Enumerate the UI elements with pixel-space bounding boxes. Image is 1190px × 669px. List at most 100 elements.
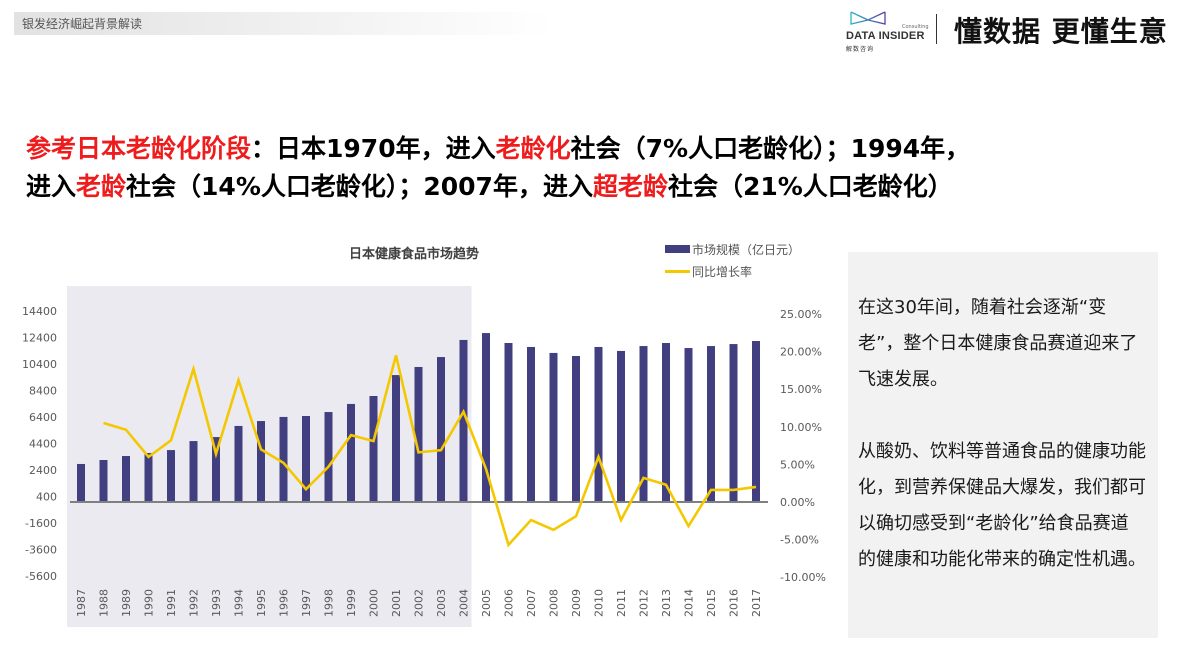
market-size-bar <box>99 459 108 502</box>
brand-divider <box>936 14 937 44</box>
x-axis-tick-label: 1991 <box>165 589 178 617</box>
headline-segment: 超老龄 <box>592 172 668 201</box>
bar-swatch-icon <box>665 245 690 253</box>
insight-panel: 在这30年间，随着社会逐渐“变老”，整个日本健康食品赛道迎来了飞速发展。 从酸奶… <box>848 252 1158 638</box>
market-size-bar <box>504 343 513 502</box>
y2-axis-tick-label: 0.00% <box>780 496 815 509</box>
x-axis-tick-label: 1998 <box>323 589 336 617</box>
section-title-bar: 银发经济崛起背景解读 <box>14 12 554 35</box>
market-size-bar <box>347 403 355 502</box>
market-trend-chart: 14400 12400 10400 8400 6400 4400 2400 400 -1600 -… <box>0 280 845 640</box>
market-size-bar <box>212 437 220 502</box>
headline-segment: 老龄 <box>76 172 127 201</box>
y2-axis-tick-label: -5.00% <box>780 534 819 547</box>
market-size-bar <box>752 341 760 502</box>
x-axis-tick-label: 2017 <box>750 589 763 617</box>
x-axis-tick-label: 2001 <box>390 589 403 617</box>
x-axis-tick-label: 2005 <box>480 589 493 617</box>
x-axis-tick-label: 2004 <box>458 589 471 617</box>
page-headline: 参考日本老龄化阶段：日本1970年，进入老龄化社会（7%人口老龄化）；1994年… <box>26 130 1176 206</box>
legend-label: 同比增长率 <box>692 264 753 279</box>
y2-axis-tick-label: 10.00% <box>780 421 822 434</box>
x-axis-tick-label: 2012 <box>638 589 651 617</box>
legend-item-growth-rate: 同比增长率 <box>665 260 800 282</box>
market-size-bar <box>144 452 153 502</box>
market-size-bar <box>662 343 670 502</box>
y2-axis-tick-label: -10.00% <box>780 571 826 584</box>
chart-canvas: 14400 12400 10400 8400 6400 4400 2400 400 -1600 -… <box>22 286 826 627</box>
x-axis-tick-label: 1988 <box>98 589 111 617</box>
chart-title: 日本健康食品市场趋势 <box>349 247 480 262</box>
x-axis-tick-label: 2003 <box>435 589 448 617</box>
y-axis-tick-label: 2400 <box>29 464 57 477</box>
headline-segment: 社会（14%人口老龄化）；2007年，进入 <box>126 172 593 201</box>
y-axis-tick-label: 14400 <box>22 305 57 318</box>
y-axis-tick-label: 6400 <box>29 411 57 424</box>
headline-segment: 社会（7%人口老龄化）；1994年， <box>570 134 971 163</box>
section-title: 银发经济崛起背景解读 <box>22 17 143 31</box>
x-axis-tick-label: 1997 <box>300 589 313 617</box>
market-size-bar <box>392 375 400 502</box>
brand-slogan: 懂数据 更懂生意 <box>954 15 1168 48</box>
highlight-region <box>67 286 472 627</box>
x-axis-tick-label: 1999 <box>345 589 358 617</box>
x-axis-tick-label: 1990 <box>143 589 156 617</box>
market-size-bar <box>234 425 243 502</box>
headline-segment: 老龄化 <box>495 134 571 163</box>
brand-name: DATA INSIDER <box>846 30 925 42</box>
x-axis-tick-label: 2006 <box>503 589 516 617</box>
x-axis-tick-label: 1987 <box>75 589 88 617</box>
y2-axis-tick-label: 5.00% <box>780 458 815 471</box>
x-axis-tick-label: 2015 <box>705 589 718 617</box>
brand-consulting: Consulting <box>902 24 929 30</box>
market-size-bar <box>257 421 265 502</box>
brand-name-cn: 解数咨询 <box>846 46 875 53</box>
y-axis-tick-label: 10400 <box>22 358 57 371</box>
market-size-bar <box>639 346 648 502</box>
x-axis-tick-label: 1996 <box>278 589 291 617</box>
y-axis-tick-label: -3600 <box>25 544 57 557</box>
market-size-bar <box>189 441 198 502</box>
legend-label: 市场规模（亿日元） <box>692 242 801 257</box>
market-size-bar <box>459 339 468 502</box>
y2-axis-tick-label: 25.00% <box>780 308 822 321</box>
headline-segment: 社会（21%人口老龄化） <box>667 172 953 201</box>
x-axis-tick-label: 1989 <box>120 589 133 617</box>
brand-header: Consulting DATA INSIDER 解数咨询 懂数据 更懂生意 <box>846 8 1186 53</box>
x-axis-tick-label: 2010 <box>593 589 606 617</box>
y-axis-tick-label: -5600 <box>25 570 57 583</box>
headline-segment: 参考日本老龄化阶段 <box>26 134 252 163</box>
x-axis-tick-label: 1993 <box>210 589 223 617</box>
market-size-bar <box>414 366 423 502</box>
y2-axis-tick-label: 15.00% <box>780 383 822 396</box>
market-size-bar <box>437 357 445 502</box>
y-axis-tick-label: 4400 <box>29 438 57 451</box>
x-axis-tick-label: 2000 <box>368 589 381 617</box>
x-axis-tick-label: 1992 <box>188 589 201 617</box>
market-size-bar <box>324 412 333 502</box>
market-size-bar <box>527 346 535 502</box>
x-axis-tick-label: 2007 <box>525 589 538 617</box>
data-insider-logo-icon <box>850 11 886 25</box>
market-size-bar <box>369 396 378 502</box>
headline-segment: 进入 <box>26 172 77 201</box>
legend-item-market-size: 市场规模（亿日元） <box>665 238 800 260</box>
insight-paragraph-1: 在这30年间，随着社会逐渐“变老”，整个日本健康食品赛道迎来了飞速发展。 <box>858 297 1138 390</box>
headline-line-1: 参考日本老龄化阶段：日本1970年，进入老龄化社会（7%人口老龄化）；1994年… <box>26 130 1176 168</box>
x-axis-tick-label: 2011 <box>615 589 628 617</box>
x-axis-tick-label: 1994 <box>233 589 246 617</box>
headline-line-2: 进入老龄社会（14%人口老龄化）；2007年，进入超老龄社会（21%人口老龄化） <box>26 168 1176 206</box>
headline-segment: ：日本1970年，进入 <box>251 134 496 163</box>
market-size-bar <box>167 450 175 502</box>
market-size-bar <box>302 416 310 502</box>
y-axis-tick-label: 12400 <box>22 332 57 345</box>
market-size-bar <box>549 352 558 502</box>
market-size-bar <box>572 355 580 502</box>
x-axis-tick-label: 2013 <box>660 589 673 617</box>
market-size-bar <box>594 346 603 502</box>
x-axis-tick-label: 1995 <box>255 589 268 617</box>
chart-legend: 市场规模（亿日元） 同比增长率 <box>665 238 800 282</box>
market-size-bar <box>482 333 490 502</box>
market-size-bar <box>707 346 715 502</box>
line-swatch-icon <box>665 269 690 273</box>
